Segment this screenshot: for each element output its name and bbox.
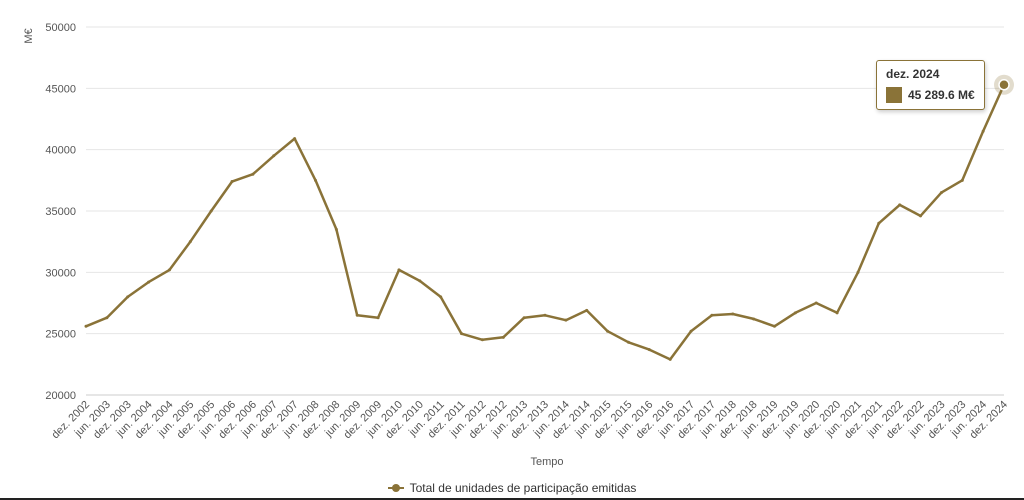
data-point[interactable] — [126, 295, 130, 299]
data-point[interactable] — [856, 270, 860, 274]
tooltip-row: 45 289.6 M€ — [886, 87, 975, 103]
legend-marker-icon — [387, 483, 404, 493]
data-point[interactable] — [84, 324, 88, 328]
data-point[interactable] — [105, 316, 109, 320]
data-point[interactable] — [167, 268, 171, 272]
data-point[interactable] — [626, 340, 630, 344]
data-point[interactable] — [355, 313, 359, 317]
data-point[interactable] — [272, 154, 276, 158]
legend: Total de unidades de participação emitid… — [0, 481, 1024, 496]
data-point[interactable] — [710, 313, 714, 317]
y-tick-label: 40000 — [45, 145, 76, 157]
data-point[interactable] — [981, 129, 985, 133]
divider — [0, 498, 1024, 500]
legend-item-total-unidades[interactable]: Total de unidades de participação emitid… — [387, 481, 637, 495]
data-point[interactable] — [585, 308, 589, 312]
tooltip-value: 45 289.6 M€ — [908, 88, 975, 102]
data-point[interactable] — [397, 268, 401, 272]
data-point[interactable] — [460, 332, 464, 336]
y-tick-label: 25000 — [45, 329, 76, 341]
line-chart: 20000 25000 30000 35000 40000 45000 50000 dez.… — [23, 22, 1014, 468]
data-point[interactable] — [752, 317, 756, 321]
data-point[interactable] — [877, 221, 881, 225]
y-axis-tick-labels: 20000 25000 30000 35000 40000 45000 50000 — [45, 22, 76, 402]
data-tooltip: dez. 2024 45 289.6 M€ — [876, 60, 985, 110]
y-tick-label: 20000 — [45, 390, 76, 402]
y-tick-label: 35000 — [45, 206, 76, 218]
data-point[interactable] — [439, 295, 443, 299]
series-line-total-unidades[interactable] — [85, 84, 1006, 361]
data-point[interactable] — [522, 316, 526, 320]
y-tick-label: 50000 — [45, 22, 76, 34]
highlighted-data-point[interactable] — [998, 79, 1010, 91]
tooltip-swatch — [886, 87, 902, 103]
data-point[interactable] — [731, 312, 735, 316]
data-point[interactable] — [960, 178, 964, 182]
data-point[interactable] — [689, 329, 693, 333]
data-point[interactable] — [188, 240, 192, 244]
data-point[interactable] — [814, 301, 818, 305]
data-point[interactable] — [501, 335, 505, 339]
data-point[interactable] — [209, 209, 213, 213]
data-point[interactable] — [835, 311, 839, 315]
data-point[interactable] — [793, 311, 797, 315]
data-point[interactable] — [606, 329, 610, 333]
data-point[interactable] — [376, 316, 380, 320]
data-point[interactable] — [230, 180, 234, 184]
data-point[interactable] — [543, 313, 547, 317]
data-point[interactable] — [564, 318, 568, 322]
data-point[interactable] — [334, 227, 338, 231]
data-point[interactable] — [919, 214, 923, 218]
y-axis-title: M€ — [23, 28, 35, 43]
data-point[interactable] — [147, 280, 151, 284]
y-tick-label: 45000 — [45, 83, 76, 95]
data-point[interactable] — [418, 279, 422, 283]
data-point[interactable] — [314, 178, 317, 182]
x-axis-title: Tempo — [530, 456, 563, 468]
data-point[interactable] — [293, 137, 297, 141]
data-point[interactable] — [480, 338, 484, 342]
data-point[interactable] — [898, 203, 902, 207]
data-point[interactable] — [939, 191, 943, 195]
data-point[interactable] — [773, 324, 776, 328]
data-point[interactable] — [668, 357, 672, 361]
data-point[interactable] — [251, 172, 255, 176]
series-points — [84, 74, 1014, 361]
legend-label: Total de unidades de participação emitid… — [409, 481, 637, 495]
data-point[interactable] — [647, 348, 651, 352]
y-tick-label: 30000 — [45, 267, 76, 279]
grid-lines — [86, 26, 1004, 396]
tooltip-date: dez. 2024 — [886, 67, 940, 81]
